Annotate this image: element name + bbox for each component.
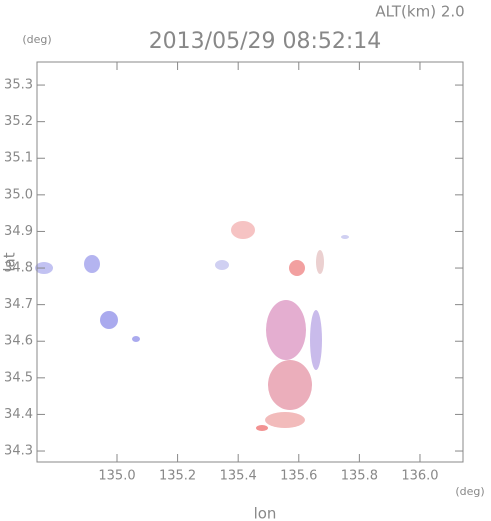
y-tick-label: 35.0 (4, 187, 33, 202)
x-tick-label: 135.6 (280, 469, 317, 484)
y-unit: (deg) (22, 33, 51, 46)
y-tick-label: 35.3 (4, 78, 33, 93)
echo (100, 311, 118, 329)
y-label: lat (1, 252, 19, 271)
y-tick-label: 34.4 (4, 407, 33, 422)
echo (310, 310, 322, 370)
echo (215, 260, 229, 270)
echo (231, 221, 255, 239)
echoes (35, 221, 349, 431)
x-tick-label: 136.0 (401, 469, 438, 484)
chart-title: 2013/05/29 08:52:14 (149, 29, 382, 54)
x-tick-label: 135.0 (98, 469, 135, 484)
subtitle: ALT(km) 2.0 (375, 3, 464, 21)
y-tick-label: 34.9 (4, 224, 33, 239)
x-unit: (deg) (455, 485, 484, 498)
echo (132, 336, 140, 342)
y-tick-label: 34.7 (4, 297, 33, 312)
x-tick-label: 135.2 (159, 469, 196, 484)
y-tick-label: 34.8 (4, 261, 33, 276)
echo (265, 412, 305, 428)
y-tick-label: 34.5 (4, 370, 33, 385)
y-tick-label: 35.1 (4, 151, 33, 166)
plot-frame (36, 61, 464, 463)
echo (289, 260, 305, 276)
echo (341, 235, 349, 239)
y-tick-label: 35.2 (4, 114, 33, 129)
y-tick-label: 34.6 (4, 334, 33, 349)
echo (268, 360, 312, 410)
x-label: lon (254, 505, 277, 521)
y-tick-label: 34.3 (4, 444, 33, 459)
echo (266, 300, 306, 360)
x-tick-label: 135.8 (341, 469, 378, 484)
echo (316, 250, 324, 274)
echo (84, 255, 100, 273)
echo (256, 425, 268, 431)
x-tick-label: 135.4 (220, 469, 257, 484)
